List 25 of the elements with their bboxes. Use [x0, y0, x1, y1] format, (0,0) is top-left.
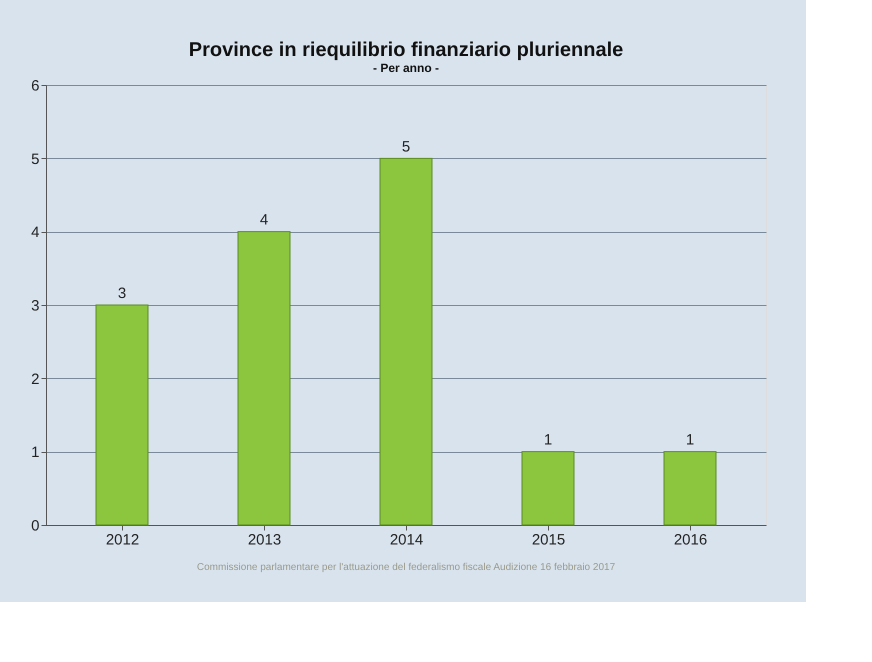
chart-subtitle: - Per anno -: [372, 61, 440, 75]
chart-title: Province in riequilibrio finanziario pluriennale: [188, 39, 624, 61]
x-tick-label: 2016: [674, 532, 708, 548]
y-tick-label: 1: [31, 444, 40, 462]
x-tick-label: 2015: [532, 532, 566, 548]
bar: [238, 231, 290, 526]
bar: [522, 451, 574, 526]
x-tick-label: 2012: [106, 532, 140, 548]
x-tick-label: 2013: [248, 532, 282, 548]
y-tick-label: 3: [31, 298, 40, 314]
data-label: 3: [118, 285, 126, 302]
bar: [96, 304, 148, 526]
text: Commissione parlamentare per l'attuazione del federalismo fiscale Audizione 16 febbraio 2017: [196, 562, 616, 573]
y-tick-label: 6: [31, 78, 40, 94]
data-label: 5: [402, 138, 410, 156]
y-tick-label: 0: [31, 518, 40, 534]
data-label: 1: [686, 432, 694, 449]
bar: [664, 451, 716, 526]
y-tick-label: 4: [31, 224, 40, 242]
data-label: 4: [260, 212, 268, 229]
y-tick-label: 2: [31, 370, 40, 388]
data-label: 1: [544, 432, 552, 449]
bar: [380, 158, 432, 526]
x-tick-label: 2014: [390, 532, 424, 548]
y-tick-label: 5: [31, 150, 40, 168]
